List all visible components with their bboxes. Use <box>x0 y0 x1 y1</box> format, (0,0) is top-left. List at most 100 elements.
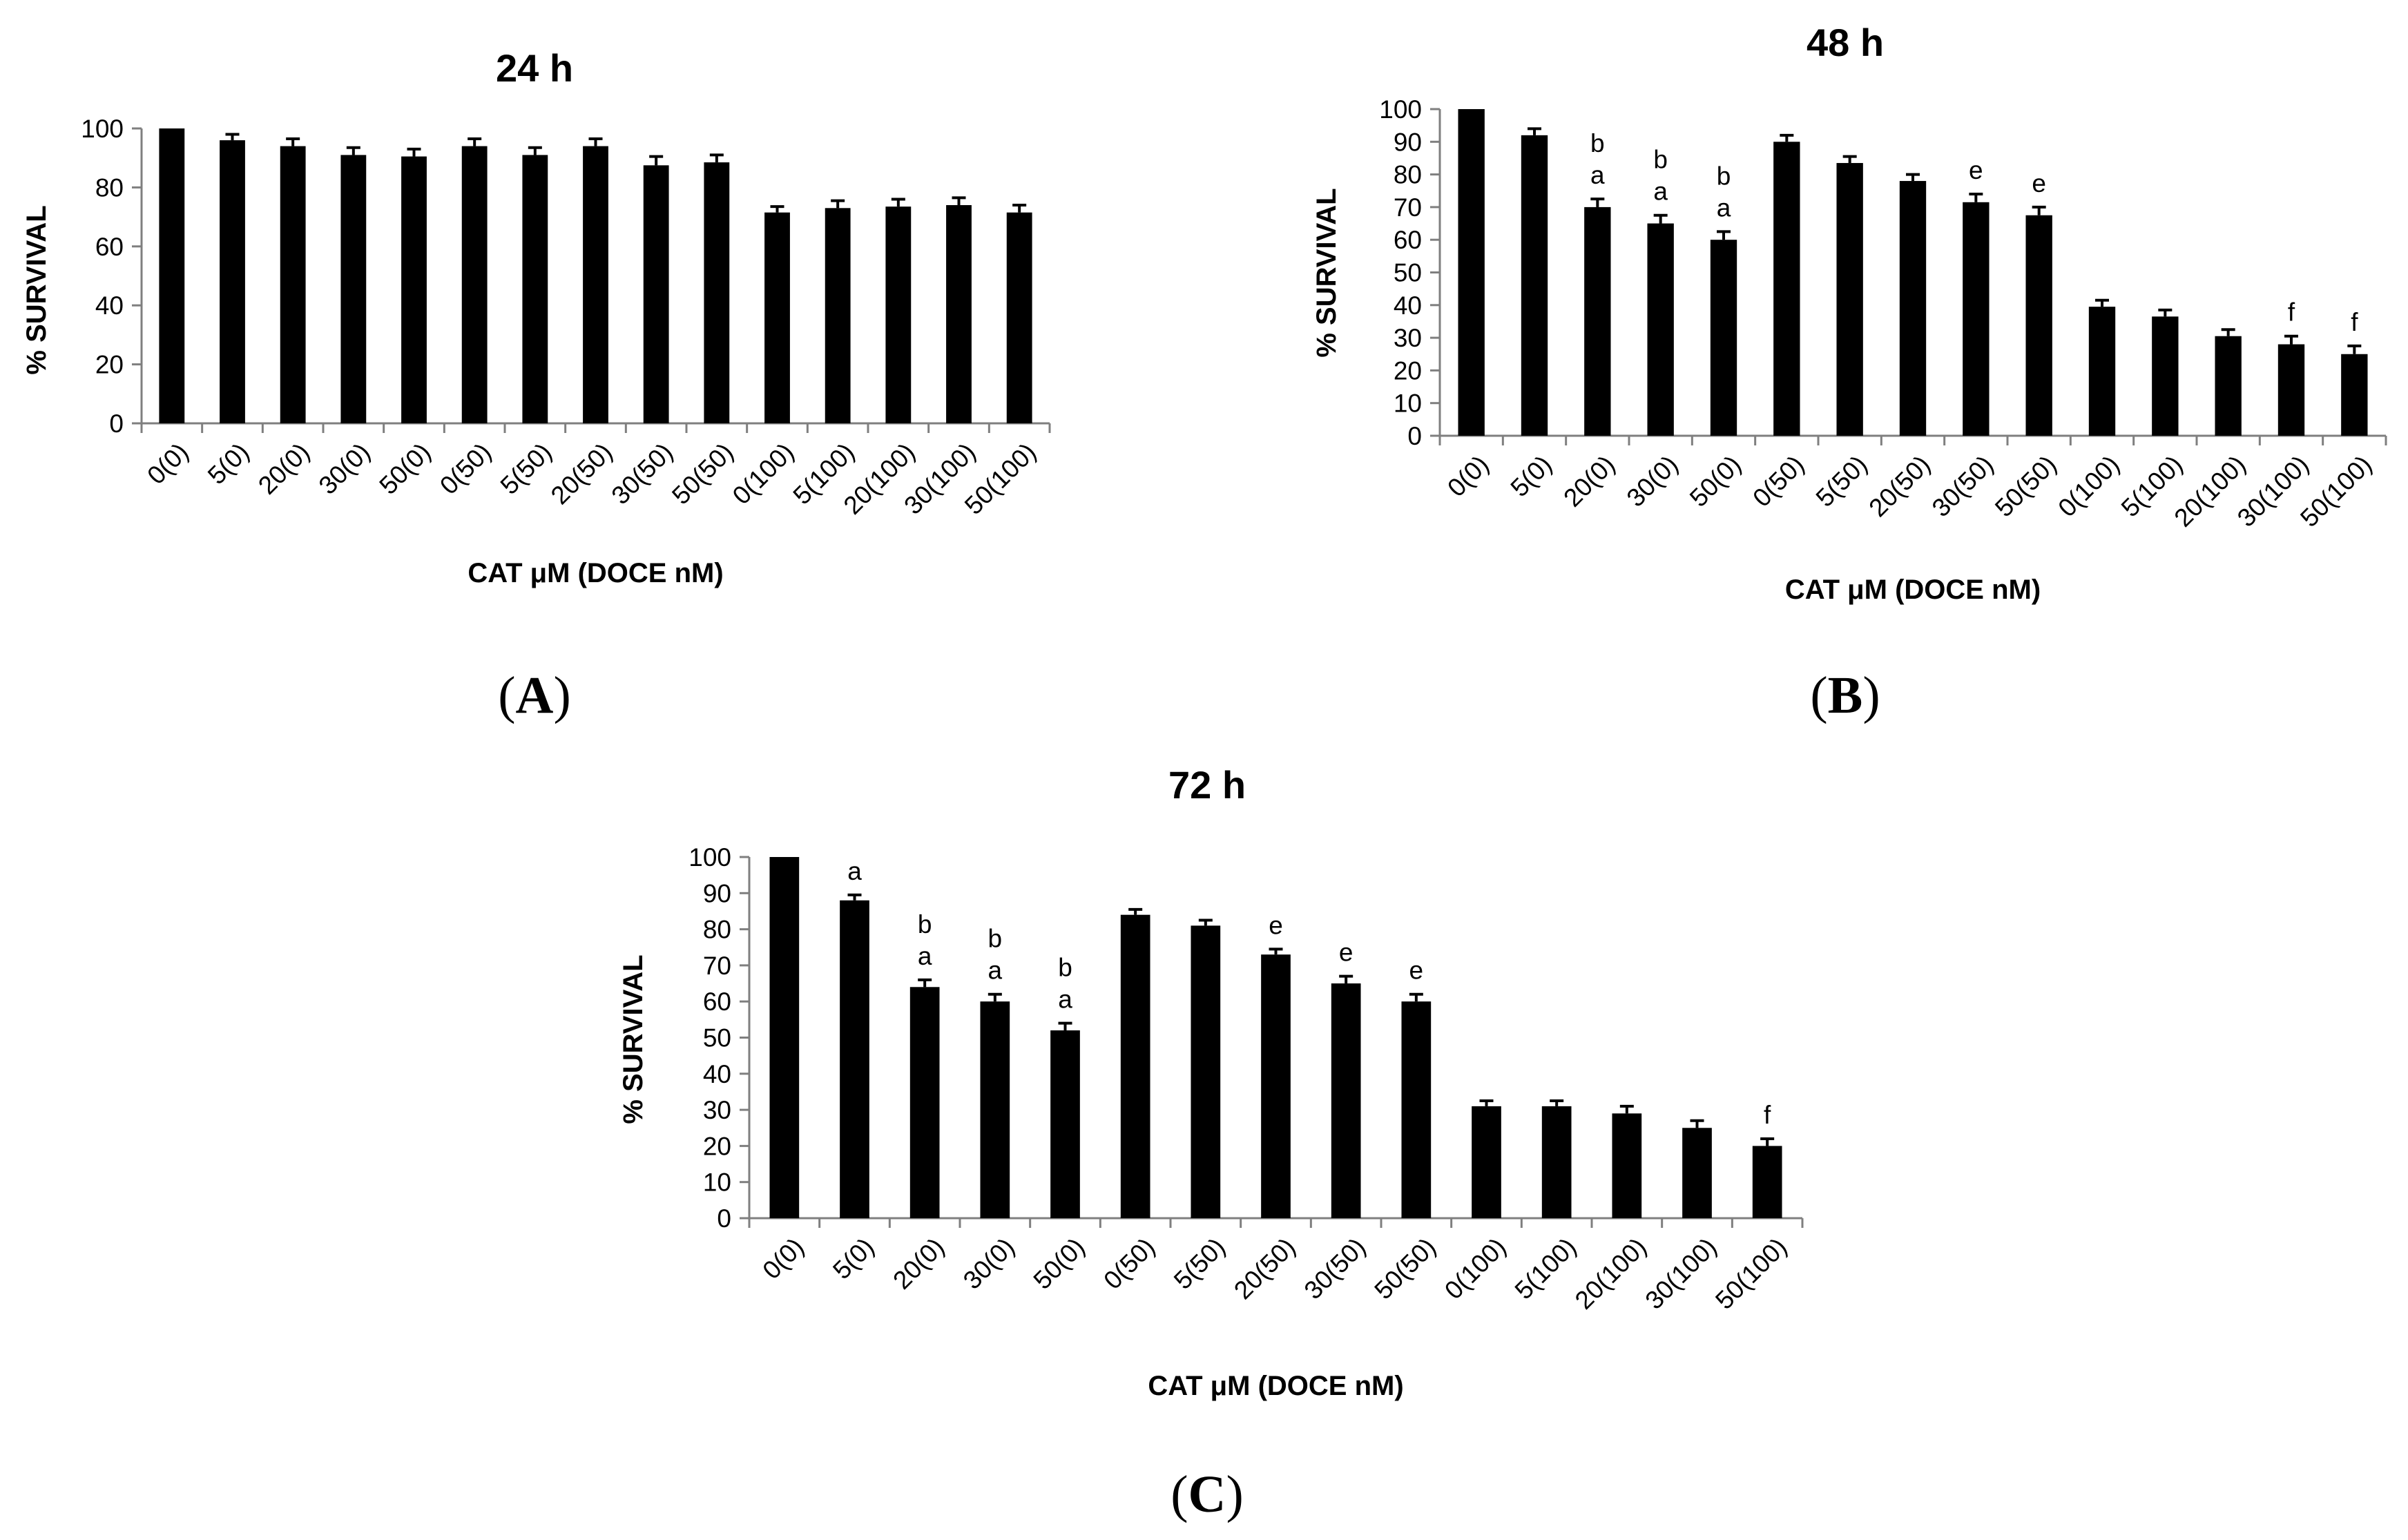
x-category-label: 0(100) <box>727 438 800 510</box>
chart-title: 72 h <box>1168 763 1246 807</box>
y-tick-label: 0 <box>109 410 124 438</box>
x-category-label: 30(50) <box>1927 450 1999 523</box>
x-category-label: 20(50) <box>546 438 618 510</box>
bar-20(50) <box>1261 954 1291 1218</box>
bar-20(100) <box>885 206 912 423</box>
bar-5(100) <box>2152 316 2179 436</box>
x-category-label: 20(0) <box>253 438 315 500</box>
bar-5(100) <box>1541 1106 1572 1218</box>
y-tick-label: 50 <box>703 1024 731 1052</box>
bar-30(0) <box>980 1001 1010 1218</box>
x-category-label: 0(100) <box>2052 450 2125 523</box>
chart-title: 24 h <box>496 46 573 90</box>
bar-30(100) <box>946 205 972 423</box>
significance-label: a <box>988 956 1003 985</box>
y-tick-label: 80 <box>95 173 124 202</box>
significance-label: b <box>1653 146 1668 174</box>
chart-C: 72 h01020304050607080901000(0)a5(0)ab20(… <box>618 763 1804 1523</box>
y-tick-label: 100 <box>688 843 731 872</box>
y-axis-title: % SURVIVAL <box>618 954 648 1124</box>
x-category-label: 50(50) <box>1990 450 2062 523</box>
bar-30(50) <box>643 165 669 423</box>
y-tick-label: 30 <box>703 1096 731 1124</box>
y-tick-label: 10 <box>703 1168 731 1197</box>
significance-label: a <box>847 857 862 885</box>
bar-5(100) <box>825 208 851 423</box>
bar-20(50) <box>1899 181 1927 436</box>
y-tick-label: 100 <box>81 115 124 143</box>
x-category-label: 0(50) <box>1747 450 1809 512</box>
significance-label: a <box>1590 161 1605 189</box>
significance-label: f <box>2351 308 2358 336</box>
significance-label: b <box>1590 129 1605 157</box>
bar-5(0) <box>220 140 245 423</box>
bar-0(50) <box>1773 142 1800 436</box>
x-axis-title: CAT μM (DOCE nM) <box>468 558 723 588</box>
x-category-label: 20(50) <box>1229 1233 1301 1305</box>
panel-label: (C) <box>1171 1465 1244 1523</box>
significance-label: b <box>988 925 1003 953</box>
bar-0(0) <box>159 128 185 423</box>
bar-20(100) <box>2215 336 2242 436</box>
y-tick-label: 40 <box>95 291 124 320</box>
bar-50(0) <box>1710 240 1737 436</box>
bar-50(50) <box>2025 215 2052 436</box>
x-category-label: 20(0) <box>887 1233 950 1295</box>
x-category-label: 0(0) <box>757 1233 809 1285</box>
bar-5(0) <box>840 900 869 1218</box>
x-category-label: 0(50) <box>434 438 497 500</box>
panel-label-close: ) <box>553 666 570 724</box>
panel-label-open: ( <box>1171 1465 1188 1523</box>
y-tick-label: 0 <box>1407 422 1422 450</box>
x-category-label: 30(0) <box>1621 450 1684 512</box>
y-tick-label: 30 <box>1394 324 1422 352</box>
bar-5(50) <box>522 155 548 423</box>
y-tick-label: 0 <box>717 1204 731 1233</box>
y-tick-label: 20 <box>703 1132 731 1160</box>
bar-5(50) <box>1191 925 1221 1218</box>
significance-label: a <box>1058 985 1072 1014</box>
x-category-label: 20(0) <box>1558 450 1620 512</box>
x-category-label: 0(100) <box>1439 1233 1512 1305</box>
x-category-label: 5(0) <box>202 438 255 490</box>
bar-30(0) <box>1647 223 1674 436</box>
y-tick-label: 70 <box>1394 193 1422 222</box>
bar-0(100) <box>2088 307 2116 436</box>
bar-20(0) <box>909 987 940 1218</box>
x-category-label: 20(100) <box>1570 1233 1652 1315</box>
significance-label: a <box>1717 193 1731 222</box>
y-tick-label: 40 <box>1394 291 1422 320</box>
bar-20(0) <box>280 146 306 423</box>
x-category-label: 0(0) <box>142 438 194 490</box>
bar-0(100) <box>1472 1106 1501 1218</box>
bar-0(50) <box>1120 914 1150 1218</box>
bar-5(50) <box>1836 163 1863 436</box>
y-axis-title: % SURVIVAL <box>21 205 52 374</box>
significance-label: b <box>1058 954 1072 982</box>
x-category-label: 50(50) <box>666 438 739 510</box>
x-category-label: 30(100) <box>1639 1233 1722 1315</box>
bar-5(0) <box>1521 135 1548 436</box>
bar-30(100) <box>2277 344 2305 436</box>
bar-50(50) <box>704 162 730 424</box>
bar-30(100) <box>1682 1128 1712 1218</box>
y-tick-label: 100 <box>1379 95 1422 124</box>
significance-label: b <box>1717 162 1731 190</box>
x-category-label: 50(0) <box>1028 1233 1090 1295</box>
y-tick-label: 90 <box>1394 128 1422 156</box>
panel-label-letter: C <box>1188 1465 1226 1523</box>
x-category-label: 50(50) <box>1369 1233 1441 1305</box>
y-tick-label: 40 <box>703 1060 731 1088</box>
x-category-label: 5(0) <box>1505 450 1558 503</box>
significance-label: a <box>918 942 932 970</box>
significance-label: b <box>918 910 932 939</box>
significance-label: e <box>1969 156 1983 184</box>
x-category-label: 30(50) <box>1299 1233 1371 1305</box>
panel-label-letter: B <box>1828 666 1863 724</box>
y-tick-label: 50 <box>1394 259 1422 287</box>
bar-20(0) <box>1584 206 1611 436</box>
significance-label: e <box>1409 956 1424 985</box>
